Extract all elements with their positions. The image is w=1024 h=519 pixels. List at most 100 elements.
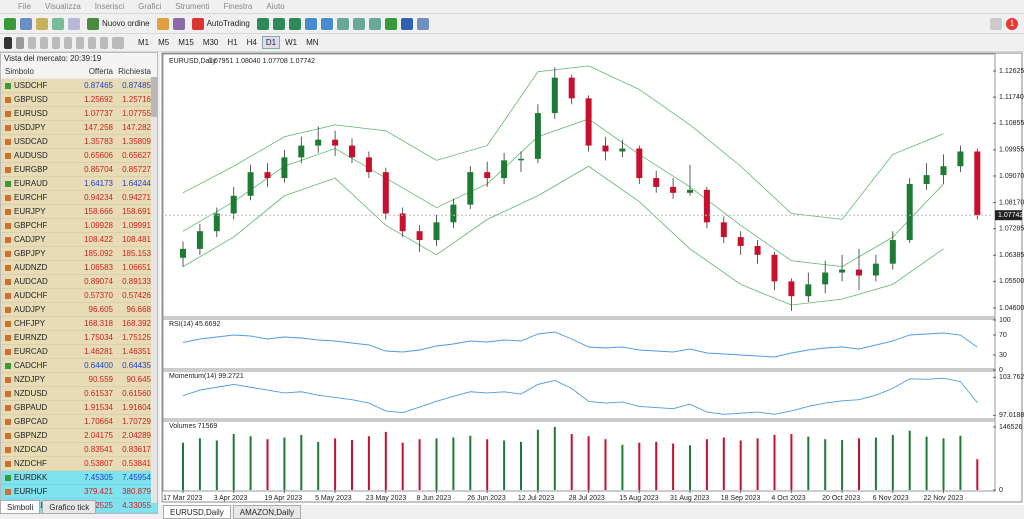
menu-item[interactable]: Inserisci	[94, 2, 125, 11]
line-chart-icon[interactable]	[288, 17, 301, 30]
market-row[interactable]: NZDCAD 0.83541 0.83617	[1, 443, 157, 457]
market-row[interactable]: AUDJPY 96.605 96.668	[1, 303, 157, 317]
channel-icon[interactable]	[64, 36, 72, 49]
ask: 2.04289	[122, 431, 151, 440]
trendline-icon[interactable]	[52, 36, 60, 49]
menu-item[interactable]: Aiuto	[266, 2, 285, 11]
zoom-in-icon[interactable]	[304, 17, 317, 30]
menu-item[interactable]: Strumenti	[175, 2, 210, 11]
market-row[interactable]: EURNZD 1.75034 1.75125	[1, 331, 157, 345]
market-row[interactable]: NZDJPY 90.559 90.645	[1, 373, 157, 387]
menu-item[interactable]: Grafici	[138, 2, 162, 11]
timeframe-button[interactable]: M5	[158, 38, 170, 47]
market-row[interactable]: EURCAD 1.46281 1.46351	[1, 345, 157, 359]
timeframe-button[interactable]: H4	[246, 38, 257, 47]
market-row[interactable]: EURAUD 1.64173 1.64244	[1, 177, 157, 191]
strategy-icon[interactable]	[172, 17, 185, 30]
market-row[interactable]: AUDUSD 0.65606 0.65627	[1, 149, 157, 163]
volume-bar	[486, 439, 489, 490]
symbol-cell: EURHUF	[1, 485, 77, 498]
chart-tab[interactable]: EURUSD,Daily	[163, 505, 231, 519]
scroll-icon[interactable]	[352, 17, 365, 30]
market-row[interactable]: NZDCHF 0.53807 0.53841	[1, 457, 157, 471]
market-row[interactable]: NZDUSD 0.61537 0.61560	[1, 387, 157, 401]
label-icon[interactable]	[100, 36, 108, 49]
market-row[interactable]: USDCHF 0.87465 0.87485	[1, 79, 157, 93]
market-row[interactable]: EURHUF 379.421 380.879	[1, 485, 157, 499]
market-row[interactable]: CADJPY 108.422 108.481	[1, 233, 157, 247]
navigator-icon[interactable]	[52, 17, 64, 30]
market-row[interactable]: EURCHF 0.94234 0.94271	[1, 191, 157, 205]
timeframe-button[interactable]: D1	[261, 36, 281, 49]
symbol: AUDCHF	[14, 291, 48, 300]
zoom-out-icon[interactable]	[320, 17, 333, 30]
market-row[interactable]: USDCAD 1.35783 1.35809	[1, 135, 157, 149]
market-row[interactable]: AUDNZD 1.06583 1.06651	[1, 261, 157, 275]
new-order-button[interactable]: Nuovo ordine	[84, 17, 153, 31]
market-row[interactable]: GBPNZD 2.04175 2.04289	[1, 429, 157, 443]
timeframe-button[interactable]: W1	[285, 38, 298, 47]
menu-item[interactable]: Finestra	[223, 2, 253, 11]
timeframe-button[interactable]: M1	[138, 38, 150, 47]
timeframe-button[interactable]: H1	[227, 38, 238, 47]
profiles-icon[interactable]	[20, 17, 32, 30]
market-row[interactable]: CADCHF 0.64400 0.64435	[1, 359, 157, 373]
market-row[interactable]: USDJPY 147.258 147.282	[1, 121, 157, 135]
market-row[interactable]: EURGBP 0.85704 0.85727	[1, 163, 157, 177]
bollinger-band	[182, 65, 944, 220]
market-row[interactable]: EURJPY 158.666 158.691	[1, 205, 157, 219]
autotrading-button[interactable]: AutoTrading	[189, 17, 253, 31]
terminal-icon[interactable]	[68, 17, 80, 30]
vline-icon[interactable]	[28, 36, 36, 49]
column-header[interactable]: Richiesta	[118, 67, 151, 76]
market-row[interactable]: GBPCAD 1.70664 1.70729	[1, 415, 157, 429]
market-row[interactable]: EURUSD 1.07737 1.07755	[1, 107, 157, 121]
column-header[interactable]: Offerta	[88, 67, 113, 76]
symbol: EURNZD	[14, 333, 48, 342]
menu-item[interactable]: Visualizza	[44, 2, 81, 11]
templates-icon[interactable]	[416, 17, 429, 30]
last-price-label: 1.07742	[998, 212, 1023, 219]
tile-icon[interactable]	[336, 17, 349, 30]
candle-body	[754, 245, 761, 255]
editor-icon[interactable]	[156, 17, 169, 30]
menu-item[interactable]: File	[18, 2, 31, 11]
timeframe-button[interactable]: MN	[306, 38, 319, 47]
ask: 1.64244	[122, 179, 151, 188]
market-row[interactable]: AUDCAD 0.89074 0.89133	[1, 275, 157, 289]
candle-icon[interactable]	[272, 17, 285, 30]
timeframe-button[interactable]: M30	[202, 38, 219, 47]
market-row[interactable]: GBPUSD 1.25692 1.25716	[1, 93, 157, 107]
market-row[interactable]: EURDKK 7.45305 7.45954	[1, 471, 157, 485]
fibo-icon[interactable]	[76, 36, 84, 49]
arrows-icon[interactable]	[112, 36, 124, 49]
symbol-icon	[5, 488, 11, 495]
crosshair-icon[interactable]	[16, 36, 24, 49]
tab[interactable]: Simboli	[0, 500, 41, 514]
indicators-icon[interactable]	[384, 17, 397, 30]
new-order-label: Nuovo ordine	[102, 19, 150, 28]
market-icon[interactable]	[36, 17, 48, 30]
market-row[interactable]: AUDCHF 0.57370 0.57426	[1, 289, 157, 303]
market-row[interactable]: GBPJPY 185.092 185.153	[1, 247, 157, 261]
bar-chart-icon[interactable]	[256, 17, 269, 30]
search-icon[interactable]	[990, 17, 1002, 30]
market-row[interactable]: GBPAUD 1.91534 1.91604	[1, 401, 157, 415]
volume-bar	[198, 438, 201, 490]
new-chart-icon[interactable]	[4, 17, 16, 30]
shift-icon[interactable]	[368, 17, 381, 30]
periods-icon[interactable]	[400, 17, 413, 30]
market-row[interactable]: GBPCHF 1.09928 1.09991	[1, 219, 157, 233]
timeframe-button[interactable]: M15	[178, 38, 194, 47]
market-row[interactable]: CHFJPY 168.318 168.392	[1, 317, 157, 331]
bid: 96.605	[88, 305, 113, 314]
tab[interactable]: Grafico tick	[42, 500, 97, 514]
hline-icon[interactable]	[40, 36, 48, 49]
volume-bar	[908, 430, 911, 490]
chart-tab[interactable]: AMAZON,Daily	[232, 505, 302, 519]
notification-badge[interactable]: 1	[1006, 17, 1018, 30]
scrollbar[interactable]	[151, 77, 157, 503]
column-header[interactable]: Simbolo	[5, 67, 34, 76]
text-icon[interactable]	[88, 36, 96, 49]
cursor-icon[interactable]	[4, 36, 12, 49]
